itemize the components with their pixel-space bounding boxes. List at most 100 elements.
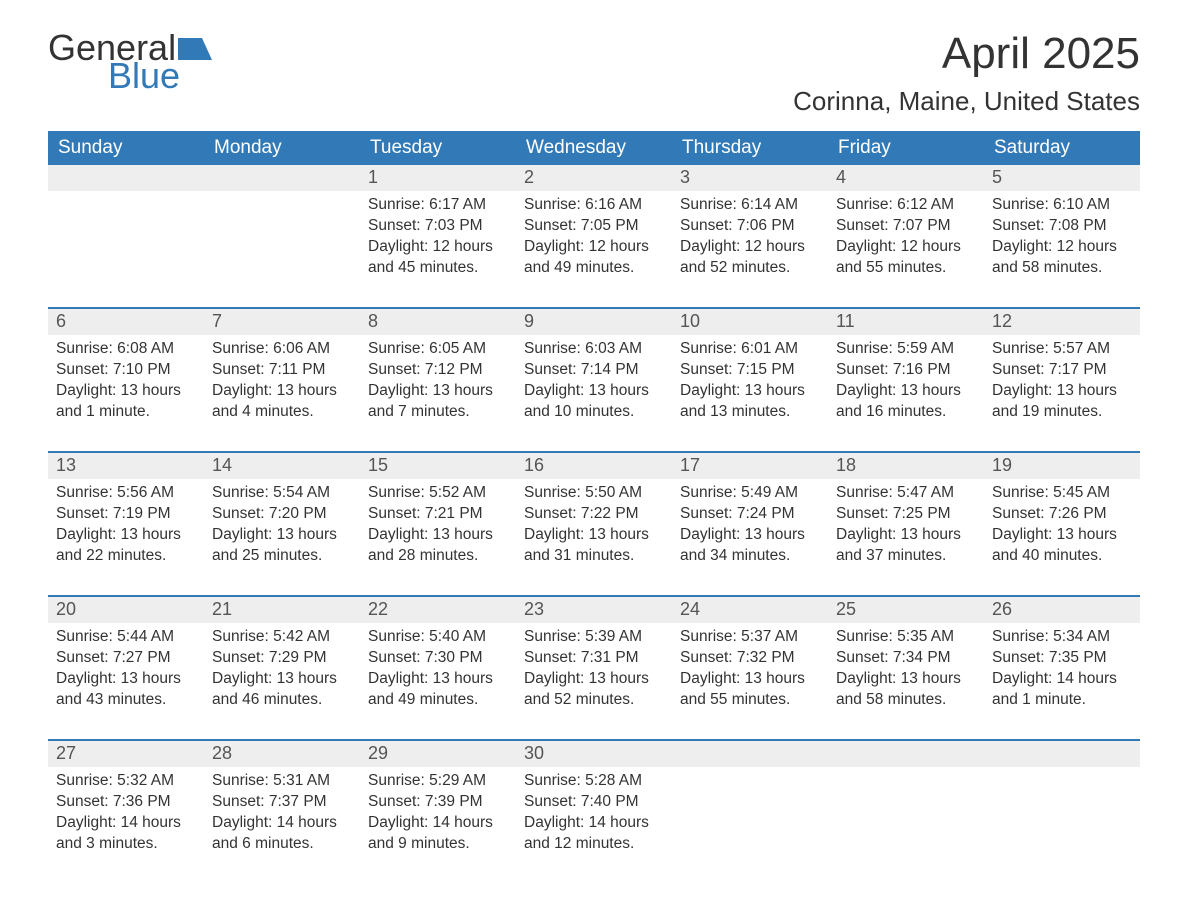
daylight-text: Daylight: 13 hours [992,381,1132,402]
day-number: 29 [360,741,516,767]
day-cell: Sunrise: 6:17 AMSunset: 7:03 PMDaylight:… [360,191,516,291]
sunset-text: Sunset: 7:19 PM [56,504,196,525]
day-cell: Sunrise: 6:05 AMSunset: 7:12 PMDaylight:… [360,335,516,435]
day-number: 2 [516,165,672,191]
sunrise-text: Sunrise: 5:42 AM [212,627,352,648]
daylight-text: Daylight: 13 hours [680,669,820,690]
sunrise-text: Sunrise: 6:10 AM [992,195,1132,216]
daylight-text: and 6 minutes. [212,834,352,855]
day-cell: Sunrise: 6:01 AMSunset: 7:15 PMDaylight:… [672,335,828,435]
daylight-text: and 40 minutes. [992,546,1132,567]
daylight-text: Daylight: 12 hours [680,237,820,258]
daylight-text: Daylight: 13 hours [836,669,976,690]
daylight-text: Daylight: 13 hours [680,381,820,402]
weekday-header: Tuesday [360,131,516,165]
daylight-text: Daylight: 13 hours [680,525,820,546]
daylight-text: and 49 minutes. [524,258,664,279]
sunrise-text: Sunrise: 6:08 AM [56,339,196,360]
day-cell: Sunrise: 5:47 AMSunset: 7:25 PMDaylight:… [828,479,984,579]
sunrise-text: Sunrise: 5:47 AM [836,483,976,504]
logo: General Blue [48,30,212,94]
day-number: 10 [672,309,828,335]
daylight-text: and 7 minutes. [368,402,508,423]
daylight-text: and 49 minutes. [368,690,508,711]
daylight-text: Daylight: 13 hours [836,381,976,402]
weeks-container: 12345Sunrise: 6:17 AMSunset: 7:03 PMDayl… [48,165,1140,867]
day-cell: Sunrise: 5:42 AMSunset: 7:29 PMDaylight:… [204,623,360,723]
daylight-text: Daylight: 13 hours [368,525,508,546]
daylight-text: Daylight: 13 hours [56,381,196,402]
weekday-header: Sunday [48,131,204,165]
day-cell: Sunrise: 5:32 AMSunset: 7:36 PMDaylight:… [48,767,204,867]
daylight-text: and 52 minutes. [524,690,664,711]
sunset-text: Sunset: 7:22 PM [524,504,664,525]
daylight-text: Daylight: 13 hours [212,381,352,402]
sunrise-text: Sunrise: 6:01 AM [680,339,820,360]
daylight-text: and 37 minutes. [836,546,976,567]
sunrise-text: Sunrise: 5:57 AM [992,339,1132,360]
sunset-text: Sunset: 7:14 PM [524,360,664,381]
sunset-text: Sunset: 7:05 PM [524,216,664,237]
sunrise-text: Sunrise: 5:45 AM [992,483,1132,504]
sunset-text: Sunset: 7:32 PM [680,648,820,669]
day-number [984,741,1140,767]
week-row: 13141516171819Sunrise: 5:56 AMSunset: 7:… [48,451,1140,579]
sunrise-text: Sunrise: 5:52 AM [368,483,508,504]
day-cell: Sunrise: 5:52 AMSunset: 7:21 PMDaylight:… [360,479,516,579]
sunrise-text: Sunrise: 5:40 AM [368,627,508,648]
daylight-text: and 4 minutes. [212,402,352,423]
sunset-text: Sunset: 7:03 PM [368,216,508,237]
sunrise-text: Sunrise: 6:03 AM [524,339,664,360]
week-row: 12345Sunrise: 6:17 AMSunset: 7:03 PMDayl… [48,165,1140,291]
day-cell: Sunrise: 5:40 AMSunset: 7:30 PMDaylight:… [360,623,516,723]
day-cell: Sunrise: 5:57 AMSunset: 7:17 PMDaylight:… [984,335,1140,435]
daylight-text: Daylight: 14 hours [524,813,664,834]
day-cell: Sunrise: 6:14 AMSunset: 7:06 PMDaylight:… [672,191,828,291]
daylight-text: and 58 minutes. [992,258,1132,279]
daylight-text: and 19 minutes. [992,402,1132,423]
daylight-text: and 1 minute. [992,690,1132,711]
day-cell: Sunrise: 5:56 AMSunset: 7:19 PMDaylight:… [48,479,204,579]
daylight-text: and 13 minutes. [680,402,820,423]
day-cell: Sunrise: 5:45 AMSunset: 7:26 PMDaylight:… [984,479,1140,579]
sunrise-text: Sunrise: 5:56 AM [56,483,196,504]
day-number: 22 [360,597,516,623]
daylight-text: Daylight: 14 hours [56,813,196,834]
day-number [48,165,204,191]
day-number: 23 [516,597,672,623]
sunset-text: Sunset: 7:27 PM [56,648,196,669]
daylight-text: and 43 minutes. [56,690,196,711]
daylight-text: and 1 minute. [56,402,196,423]
day-number [828,741,984,767]
daylight-text: Daylight: 13 hours [368,381,508,402]
daylight-text: Daylight: 12 hours [992,237,1132,258]
week-row: 27282930Sunrise: 5:32 AMSunset: 7:36 PMD… [48,739,1140,867]
daylight-text: and 9 minutes. [368,834,508,855]
day-cell: Sunrise: 6:03 AMSunset: 7:14 PMDaylight:… [516,335,672,435]
sunset-text: Sunset: 7:12 PM [368,360,508,381]
daylight-text: Daylight: 12 hours [836,237,976,258]
day-number: 6 [48,309,204,335]
weekday-header: Wednesday [516,131,672,165]
day-cell: Sunrise: 5:59 AMSunset: 7:16 PMDaylight:… [828,335,984,435]
daylight-text: and 55 minutes. [680,690,820,711]
day-number: 4 [828,165,984,191]
day-cell: Sunrise: 5:34 AMSunset: 7:35 PMDaylight:… [984,623,1140,723]
sunset-text: Sunset: 7:11 PM [212,360,352,381]
sunset-text: Sunset: 7:21 PM [368,504,508,525]
title-block: April 2025 Corinna, Maine, United States [793,30,1140,117]
daylight-text: and 46 minutes. [212,690,352,711]
daylight-text: and 34 minutes. [680,546,820,567]
sunset-text: Sunset: 7:26 PM [992,504,1132,525]
day-cell: Sunrise: 5:54 AMSunset: 7:20 PMDaylight:… [204,479,360,579]
daylight-text: Daylight: 12 hours [368,237,508,258]
daylight-text: Daylight: 13 hours [368,669,508,690]
daylight-text: Daylight: 13 hours [212,525,352,546]
day-cell: Sunrise: 5:39 AMSunset: 7:31 PMDaylight:… [516,623,672,723]
sunrise-text: Sunrise: 5:35 AM [836,627,976,648]
sunset-text: Sunset: 7:20 PM [212,504,352,525]
day-cell [204,191,360,291]
sunrise-text: Sunrise: 6:06 AM [212,339,352,360]
daylight-text: Daylight: 12 hours [524,237,664,258]
sunrise-text: Sunrise: 5:37 AM [680,627,820,648]
